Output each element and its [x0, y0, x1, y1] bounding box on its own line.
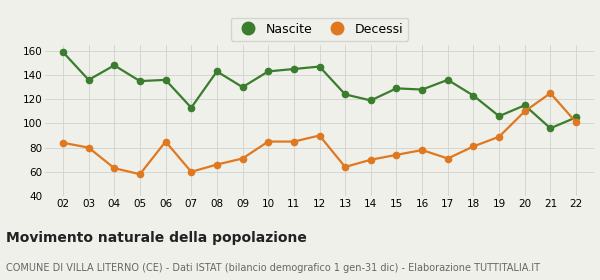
- Decessi: [496, 135, 503, 138]
- Nascite: [367, 99, 374, 102]
- Nascite: [547, 127, 554, 130]
- Decessi: [547, 92, 554, 95]
- Decessi: [213, 163, 220, 166]
- Line: Decessi: Decessi: [60, 90, 579, 177]
- Nascite: [162, 78, 169, 81]
- Nascite: [444, 78, 451, 81]
- Decessi: [59, 141, 67, 144]
- Decessi: [470, 145, 477, 148]
- Decessi: [367, 158, 374, 161]
- Nascite: [136, 80, 143, 83]
- Decessi: [290, 140, 298, 143]
- Text: Movimento naturale della popolazione: Movimento naturale della popolazione: [6, 231, 307, 245]
- Decessi: [136, 172, 143, 176]
- Decessi: [110, 167, 118, 170]
- Legend: Nascite, Decessi: Nascite, Decessi: [230, 18, 409, 41]
- Decessi: [444, 157, 451, 160]
- Decessi: [188, 170, 195, 174]
- Nascite: [110, 64, 118, 67]
- Nascite: [85, 78, 92, 81]
- Nascite: [496, 115, 503, 118]
- Line: Nascite: Nascite: [60, 49, 579, 131]
- Nascite: [572, 116, 580, 119]
- Nascite: [239, 85, 246, 89]
- Decessi: [239, 157, 246, 160]
- Text: COMUNE DI VILLA LITERNO (CE) - Dati ISTAT (bilancio demografico 1 gen-31 dic) - : COMUNE DI VILLA LITERNO (CE) - Dati ISTA…: [6, 263, 540, 273]
- Nascite: [213, 70, 220, 73]
- Decessi: [162, 140, 169, 143]
- Nascite: [393, 87, 400, 90]
- Decessi: [265, 140, 272, 143]
- Nascite: [59, 50, 67, 54]
- Nascite: [265, 70, 272, 73]
- Decessi: [419, 148, 426, 152]
- Decessi: [85, 146, 92, 149]
- Decessi: [341, 165, 349, 169]
- Decessi: [316, 134, 323, 137]
- Decessi: [572, 120, 580, 124]
- Nascite: [470, 94, 477, 97]
- Nascite: [419, 88, 426, 91]
- Nascite: [188, 106, 195, 109]
- Nascite: [521, 104, 529, 107]
- Nascite: [341, 93, 349, 96]
- Nascite: [290, 67, 298, 71]
- Decessi: [521, 110, 529, 113]
- Decessi: [393, 153, 400, 157]
- Nascite: [316, 65, 323, 68]
